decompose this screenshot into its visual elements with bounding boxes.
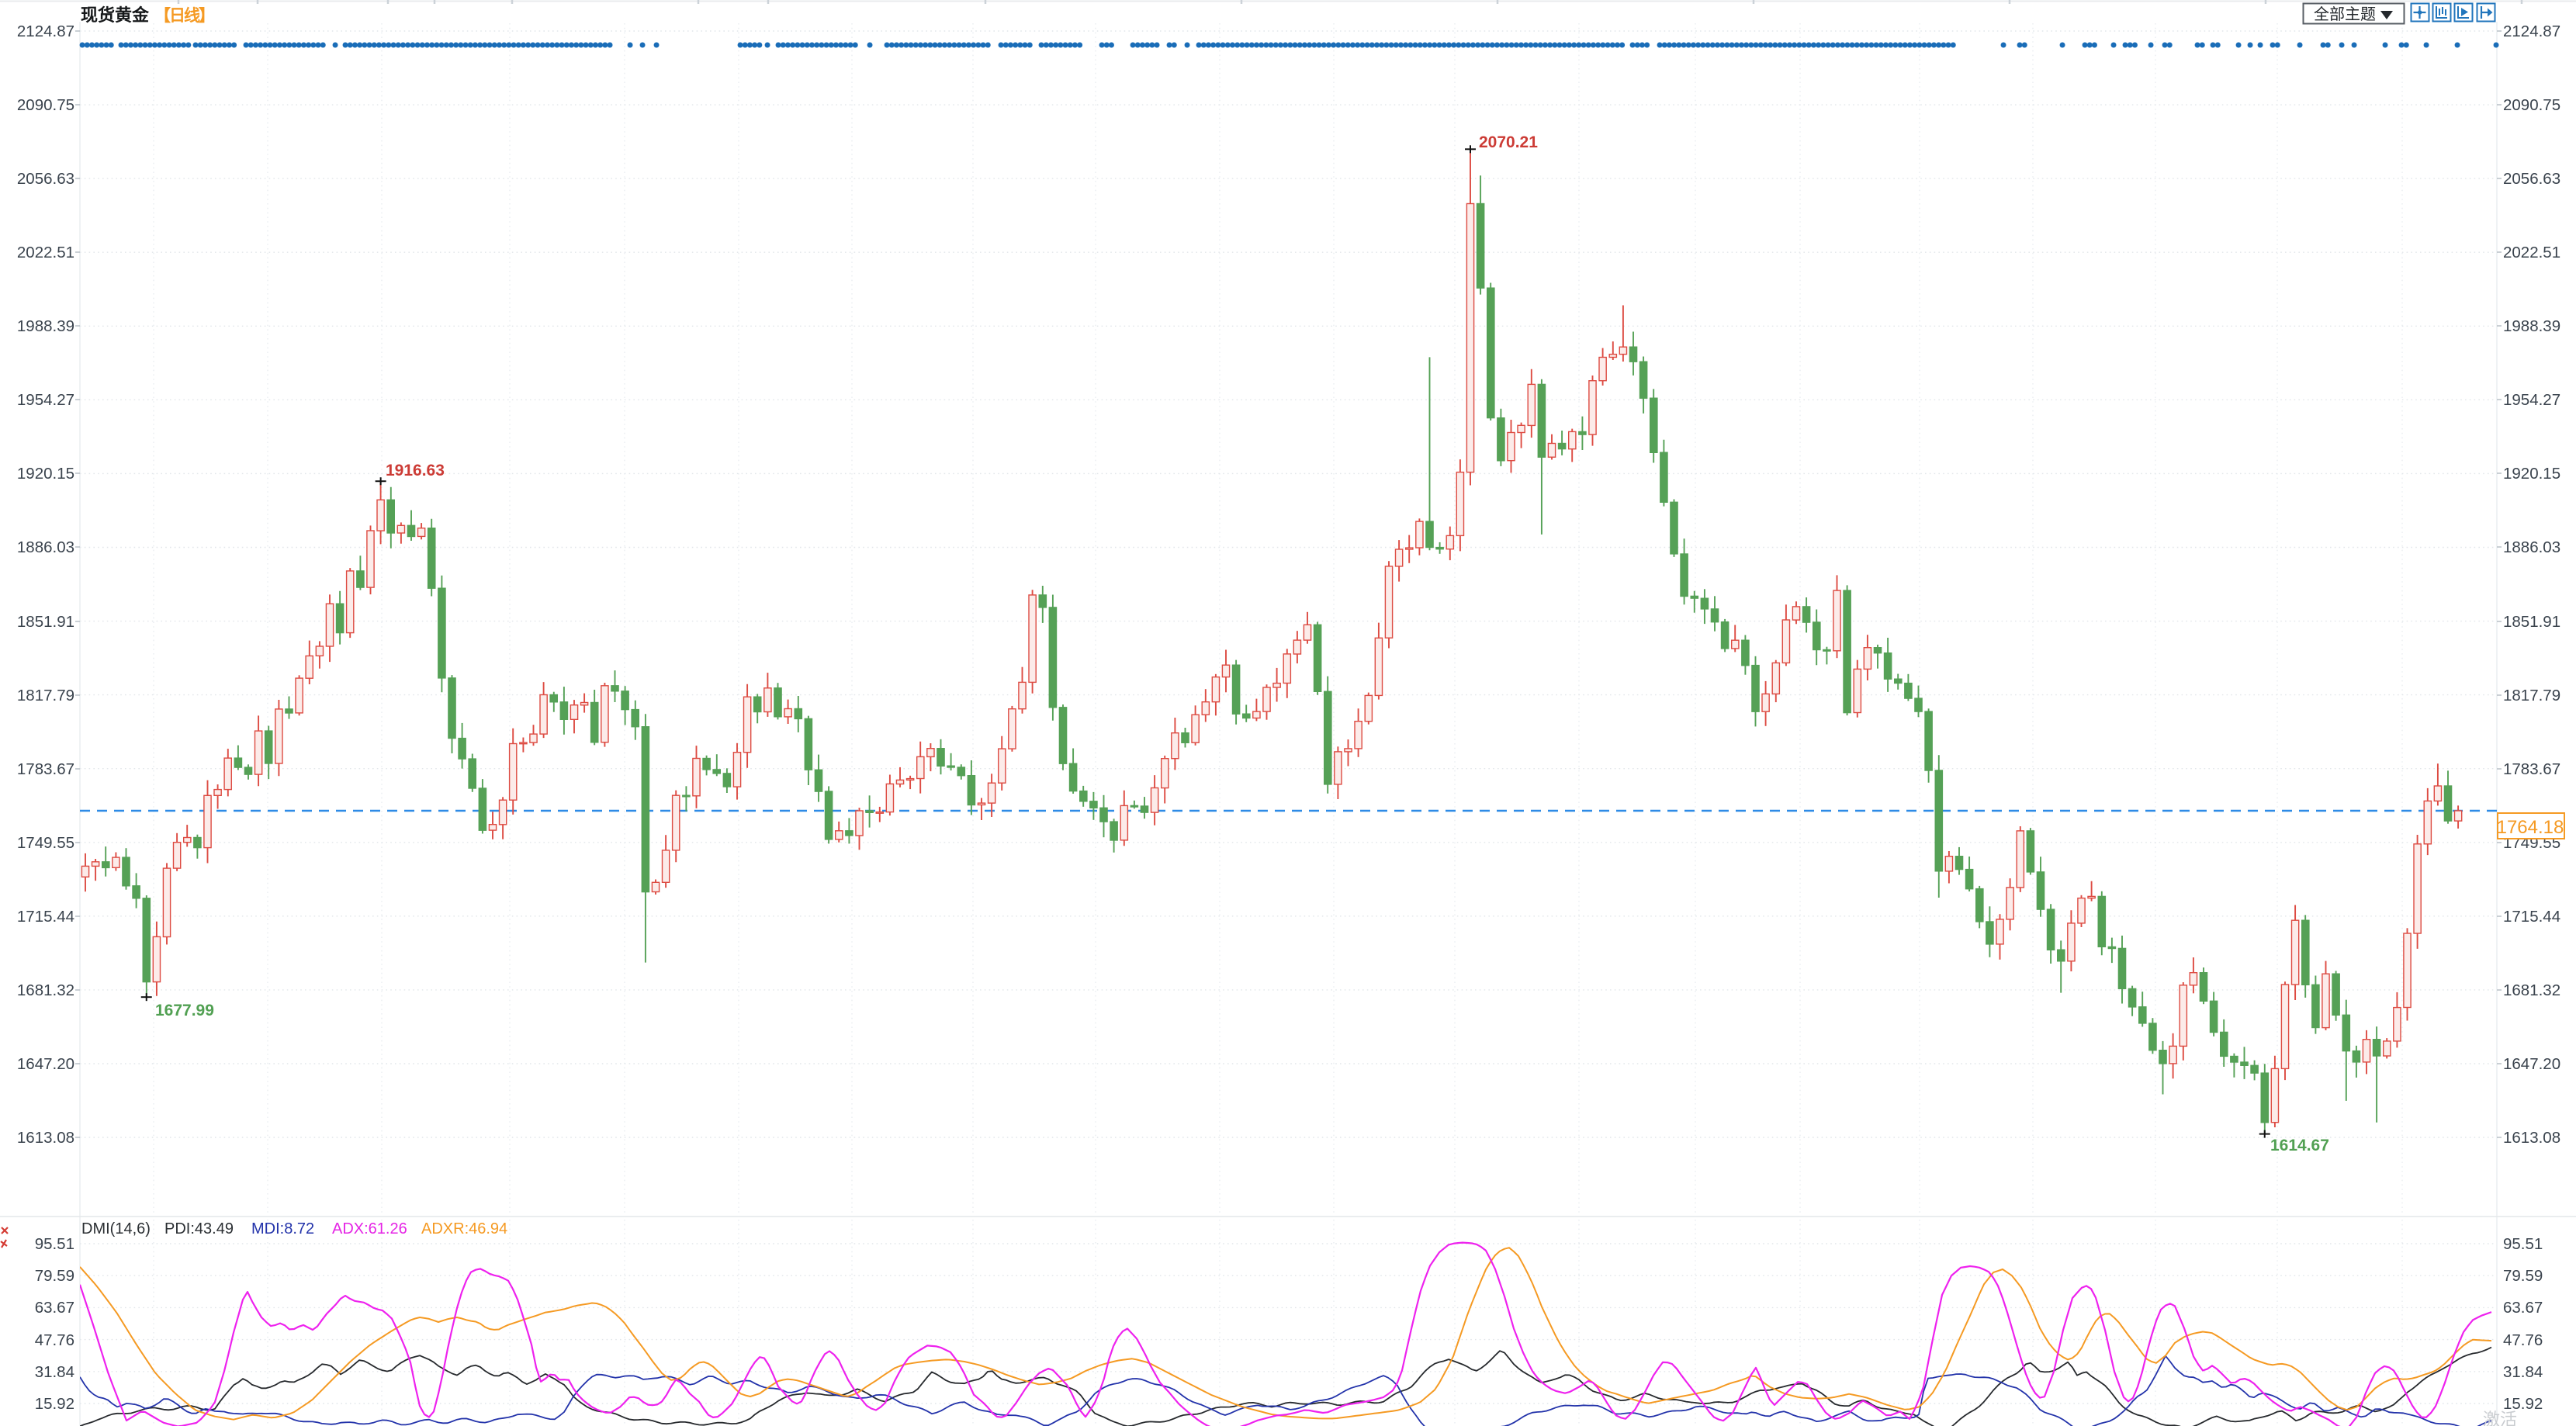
svg-text:【日线】: 【日线】 — [154, 6, 213, 25]
svg-text:1954.27: 1954.27 — [2503, 391, 2560, 409]
svg-text:15.92: 15.92 — [35, 1395, 74, 1413]
svg-text:63.67: 63.67 — [2503, 1299, 2543, 1317]
svg-text:79.59: 79.59 — [35, 1267, 74, 1285]
svg-text:1677.99: 1677.99 — [155, 1002, 214, 1019]
svg-text:1764.18: 1764.18 — [2497, 817, 2564, 838]
svg-text:1715.44: 1715.44 — [2503, 908, 2560, 926]
svg-text:47.76: 47.76 — [35, 1331, 74, 1349]
svg-text:1647.20: 1647.20 — [2503, 1055, 2560, 1073]
svg-text:15.92: 15.92 — [2503, 1395, 2543, 1413]
svg-text:DMI(14,6): DMI(14,6) — [81, 1220, 151, 1237]
svg-text:1988.39: 1988.39 — [17, 317, 74, 335]
svg-text:1783.67: 1783.67 — [17, 760, 74, 778]
svg-text:1851.91: 1851.91 — [2503, 613, 2560, 631]
svg-text:1681.32: 1681.32 — [2503, 981, 2560, 999]
svg-text:ADX:61.26: ADX:61.26 — [332, 1220, 407, 1237]
svg-text:ADXR:46.94: ADXR:46.94 — [421, 1220, 507, 1237]
svg-text:1647.20: 1647.20 — [17, 1055, 74, 1073]
svg-text:PDI:43.49: PDI:43.49 — [164, 1220, 234, 1237]
svg-text:1988.39: 1988.39 — [2503, 317, 2560, 335]
svg-text:2124.87: 2124.87 — [2503, 22, 2560, 40]
svg-text:现货黄金: 现货黄金 — [81, 5, 150, 25]
svg-text:2124.87: 2124.87 — [17, 22, 74, 40]
svg-text:2056.63: 2056.63 — [2503, 170, 2560, 188]
svg-text:2070.21: 2070.21 — [1479, 133, 1538, 151]
svg-text:1715.44: 1715.44 — [17, 908, 74, 926]
svg-text:31.84: 31.84 — [2503, 1363, 2543, 1381]
svg-text:1749.55: 1749.55 — [17, 834, 74, 852]
svg-text:1920.15: 1920.15 — [17, 465, 74, 483]
svg-text:1954.27: 1954.27 — [17, 391, 74, 409]
svg-text:1886.03: 1886.03 — [17, 538, 74, 556]
svg-text:63.67: 63.67 — [35, 1299, 74, 1317]
svg-text:95.51: 95.51 — [35, 1235, 74, 1253]
svg-text:2090.75: 2090.75 — [17, 96, 74, 114]
svg-text:2022.51: 2022.51 — [17, 244, 74, 261]
svg-text:2022.51: 2022.51 — [2503, 244, 2560, 261]
svg-text:2056.63: 2056.63 — [17, 170, 74, 188]
svg-text:2090.75: 2090.75 — [2503, 96, 2560, 114]
svg-text:1613.08: 1613.08 — [2503, 1129, 2560, 1147]
svg-text:1783.67: 1783.67 — [2503, 760, 2560, 778]
svg-text:1614.67: 1614.67 — [2270, 1137, 2329, 1154]
svg-text:1681.32: 1681.32 — [17, 981, 74, 999]
svg-text:1817.79: 1817.79 — [2503, 687, 2560, 704]
svg-text:95.51: 95.51 — [2503, 1235, 2543, 1253]
svg-text:1613.08: 1613.08 — [17, 1129, 74, 1147]
svg-text:1851.91: 1851.91 — [17, 613, 74, 631]
svg-text:79.59: 79.59 — [2503, 1267, 2543, 1285]
svg-text:激活: 激活 — [2483, 1410, 2517, 1426]
svg-text:31.84: 31.84 — [35, 1363, 74, 1381]
svg-text:1817.79: 1817.79 — [17, 687, 74, 704]
svg-text:47.76: 47.76 — [2503, 1331, 2543, 1349]
svg-text:全部主题: 全部主题 — [2314, 5, 2376, 23]
svg-text:1920.15: 1920.15 — [2503, 465, 2560, 483]
svg-text:MDI:8.72: MDI:8.72 — [251, 1220, 314, 1237]
svg-text:1916.63: 1916.63 — [386, 462, 445, 479]
svg-text:1886.03: 1886.03 — [2503, 538, 2560, 556]
